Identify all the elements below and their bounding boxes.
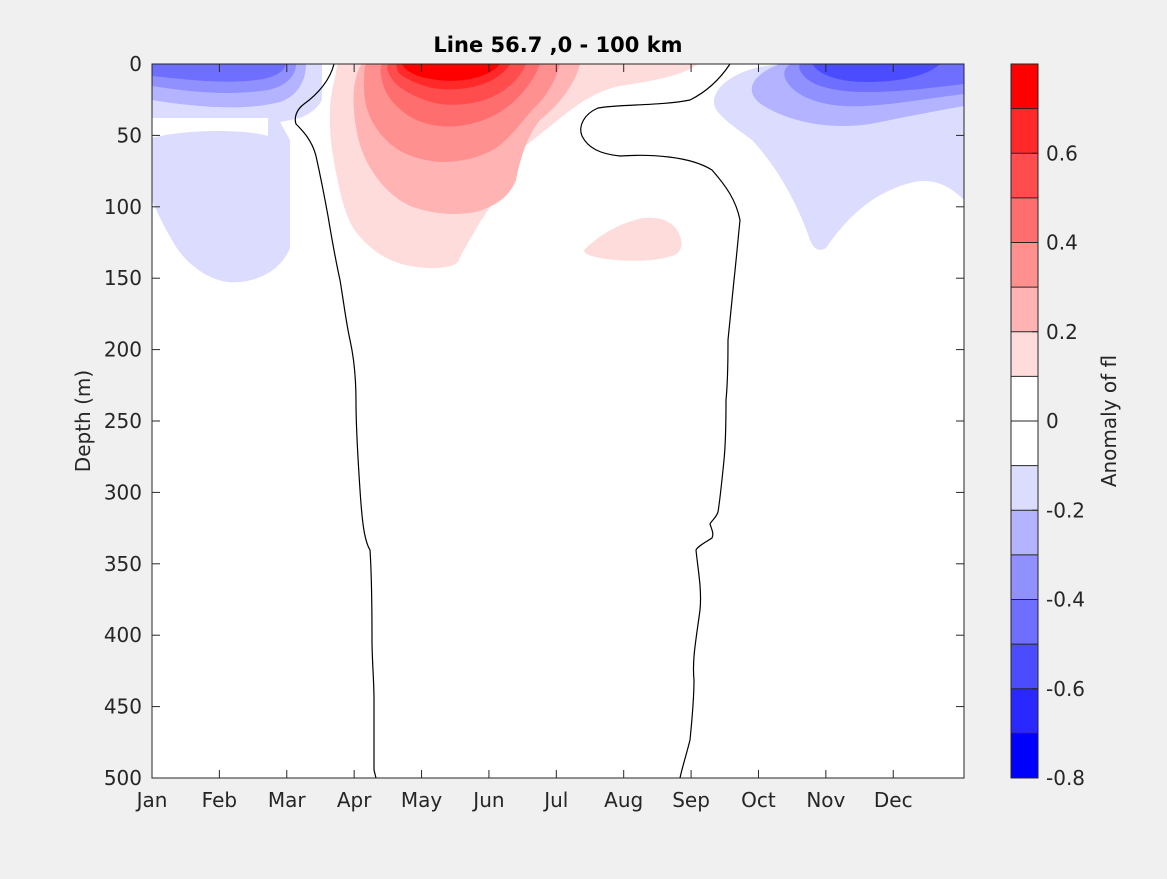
colorbar-level <box>1011 733 1038 778</box>
y-tick-label: 300 <box>104 480 142 504</box>
colorbar-tick-label: 0 <box>1046 409 1059 433</box>
x-tick-label: Oct <box>741 788 776 812</box>
colorbar-tick-label: 0.4 <box>1046 231 1078 255</box>
colorbar-level <box>1011 108 1038 154</box>
y-tick-label: 500 <box>104 766 142 790</box>
colorbar-level <box>1011 242 1038 288</box>
x-tick-label: Apr <box>337 788 372 812</box>
tick-marks <box>151 63 964 779</box>
y-tick-label: 50 <box>117 123 142 147</box>
x-tick-label: Nov <box>806 788 845 812</box>
colorbar-level <box>1011 64 1038 109</box>
colorbar-tick-label: -0.2 <box>1046 498 1085 522</box>
y-tick-label: 0 <box>129 52 142 76</box>
contour-neg-oct-4 <box>812 64 940 82</box>
zero-contour-right <box>580 63 741 779</box>
colorbar-level <box>1011 331 1038 377</box>
colorbar-level <box>1011 599 1038 645</box>
colorbar-tick-label: 0.2 <box>1046 320 1078 344</box>
contour-pos-7 <box>402 64 500 81</box>
x-tick-labels: Jan Feb Mar Apr May Jun Jul Aug Sep Oct Nov Dec <box>135 788 913 812</box>
colorbar-level <box>1011 688 1038 734</box>
y-tick-label: 400 <box>104 623 142 647</box>
y-tick-label: 100 <box>104 195 142 219</box>
colorbar-tick-label: 0.6 <box>1046 141 1078 165</box>
x-tick-label: Aug <box>604 788 643 812</box>
colorbar-level <box>1011 287 1038 332</box>
x-tick-label: Jan <box>135 788 168 812</box>
colorbar-level <box>1011 465 1038 511</box>
y-tick-label: 450 <box>104 695 142 719</box>
colorbar-tick-label: -0.4 <box>1046 588 1085 612</box>
contour-fills <box>152 64 964 283</box>
x-tick-label: Jun <box>471 788 504 812</box>
colorbar-level <box>1011 197 1038 243</box>
x-tick-label: Sep <box>672 788 710 812</box>
zero-contour-left <box>294 63 377 779</box>
colorbar-label: Anomaly of fl <box>1097 355 1121 487</box>
x-tick-label: Mar <box>268 788 307 812</box>
y-axis-label: Depth (m) <box>71 370 95 472</box>
contour-neg-jan-deep <box>152 64 322 283</box>
y-tick-label: 350 <box>104 552 142 576</box>
colorbar-level <box>1011 510 1038 555</box>
contour-pos-aug-patch <box>584 217 682 261</box>
colorbar-level <box>1011 554 1038 600</box>
contour-neg-jan-3 <box>152 64 286 82</box>
colorbar-tick-label: -0.6 <box>1046 677 1085 701</box>
y-tick-label: 250 <box>104 409 142 433</box>
colorbar-ticks: 0.6 0.4 0.2 0 -0.2 -0.4 -0.6 -0.8 <box>1032 141 1085 790</box>
x-tick-label: Feb <box>202 788 237 812</box>
colorbar-level <box>1011 644 1038 689</box>
x-tick-label: May <box>401 788 443 812</box>
colorbar-level <box>1011 153 1038 198</box>
colorbar-level <box>1011 376 1038 421</box>
chart-title: Line 56.7 ,0 - 100 km <box>433 33 682 57</box>
x-tick-label: Dec <box>874 788 913 812</box>
y-tick-labels: 0 50 100 150 200 250 300 350 400 450 500 <box>104 52 142 790</box>
y-tick-label: 150 <box>104 266 142 290</box>
colorbar-level <box>1011 421 1038 466</box>
y-tick-label: 200 <box>104 338 142 362</box>
x-tick-label: Jul <box>542 788 568 812</box>
colorbar-tick-label: -0.8 <box>1046 766 1085 790</box>
